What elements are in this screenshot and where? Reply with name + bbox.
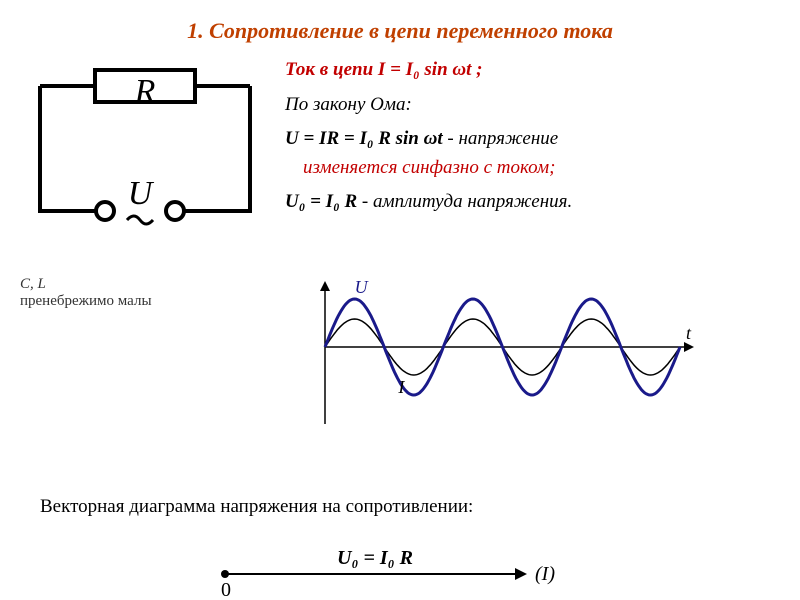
svg-text:0: 0	[221, 579, 231, 598]
note-cl: C, L пренебрежимо малы	[20, 276, 152, 310]
line5-formula: U₀ = I₀ R	[285, 191, 362, 212]
note-cl-label: C, L	[20, 276, 46, 292]
note-text: пренебрежимо малы	[20, 293, 152, 309]
line5: U₀ = I₀ R - амплитуда напряжения.	[285, 188, 780, 217]
line1-prefix: Ток в цепи	[285, 59, 378, 80]
line3: U = IR = I₀ R sin ωt - напряжение	[285, 125, 780, 154]
vector-diagram: 0 U₀ = I₀ R (I)	[195, 538, 575, 598]
line2: По закону Ома:	[285, 91, 780, 120]
svg-text:R: R	[134, 73, 156, 110]
svg-text:U: U	[355, 277, 369, 297]
svg-text:t: t	[686, 323, 692, 343]
wave-chart: U It	[290, 269, 710, 439]
bottom-text: Векторная диаграмма напряжения на сопрот…	[40, 496, 473, 518]
line3-suffix: - напряжение	[443, 128, 559, 149]
line5-suffix: - амплитуда напряжения.	[362, 191, 572, 212]
circuit-diagram: R U	[20, 56, 270, 251]
text-block: Ток в цепи I = I₀ sin ωt ; По закону Ома…	[285, 56, 780, 217]
svg-text:U₀ = I₀ R: U₀ = I₀ R	[337, 547, 413, 569]
page-title: 1. Сопротивление в цепи переменного тока	[0, 0, 800, 56]
svg-text:U: U	[128, 175, 155, 212]
line1-formula: I = I₀ sin ωt ;	[378, 59, 483, 80]
line4: изменяется синфазно с током;	[285, 154, 780, 183]
svg-text:(I): (I)	[535, 563, 555, 585]
line3-formula: U = IR = I₀ R sin ωt	[285, 128, 443, 149]
line1: Ток в цепи I = I₀ sin ωt ;	[285, 56, 780, 85]
circuit-svg: R U	[20, 56, 270, 246]
svg-text:I: I	[397, 377, 405, 397]
